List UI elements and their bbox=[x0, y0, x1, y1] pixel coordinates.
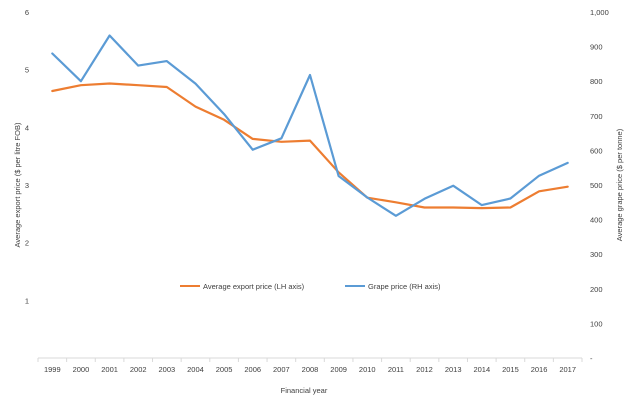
left-tick-label: 1 bbox=[25, 296, 29, 305]
x-tick-label: 1999 bbox=[44, 365, 61, 374]
x-tick-label: 2003 bbox=[158, 365, 175, 374]
x-axis-ticks: 1999 2000 2001 2002 2003 2004 2005 2006 2007 2008… bbox=[37, 358, 583, 374]
x-axis-title: Financial year bbox=[281, 386, 328, 395]
x-tick-label: 2009 bbox=[330, 365, 347, 374]
x-tick-label: 2016 bbox=[531, 365, 548, 374]
x-tick-label: 2004 bbox=[187, 365, 204, 374]
right-tick-label: 700 bbox=[590, 112, 603, 121]
x-tick-label: 2007 bbox=[273, 365, 290, 374]
x-tick-label: 2015 bbox=[502, 365, 519, 374]
right-tick-label: 1,000 bbox=[590, 8, 609, 17]
right-tick-label: 800 bbox=[590, 77, 603, 86]
x-tick-label: 2013 bbox=[445, 365, 462, 374]
right-tick-label: - bbox=[590, 354, 593, 363]
left-tick-label: 4 bbox=[25, 123, 29, 132]
x-tick-label: 2006 bbox=[244, 365, 261, 374]
x-tick-label: 2017 bbox=[559, 365, 576, 374]
x-tick-label: 2005 bbox=[216, 365, 233, 374]
right-axis-title: Average grape price ($ per tonne) bbox=[615, 128, 624, 241]
left-axis-ticks: 1 2 3 4 5 6 bbox=[25, 8, 29, 305]
legend-label-export-price: Average export price (LH axis) bbox=[203, 282, 305, 291]
right-tick-label: 600 bbox=[590, 146, 603, 155]
left-tick-label: 3 bbox=[25, 181, 29, 190]
series-line-export-price bbox=[51, 82, 569, 210]
x-tick-label: 2001 bbox=[101, 365, 118, 374]
x-tick-label: 2014 bbox=[473, 365, 490, 374]
left-tick-label: 6 bbox=[25, 8, 29, 17]
legend: Average export price (LH axis) Grape pri… bbox=[180, 282, 441, 291]
series-layer bbox=[51, 34, 569, 217]
x-tick-label: 2008 bbox=[302, 365, 319, 374]
x-tick-label: 2011 bbox=[388, 365, 404, 374]
x-tick-label: 2010 bbox=[359, 365, 376, 374]
right-tick-label: 100 bbox=[590, 319, 603, 328]
left-axis-title: Average export price ($ per litre FOB) bbox=[13, 122, 22, 247]
left-tick-label: 2 bbox=[25, 239, 29, 248]
right-tick-label: 500 bbox=[590, 181, 603, 190]
right-axis-ticks: - 100 200 300 400 500 600 700 800 900 1,000 bbox=[590, 8, 609, 363]
right-tick-label: 200 bbox=[590, 285, 603, 294]
left-tick-label: 5 bbox=[25, 66, 29, 75]
legend-label-grape-price: Grape price (RH axis) bbox=[368, 282, 441, 291]
x-tick-label: 2012 bbox=[416, 365, 433, 374]
x-tick-label: 2000 bbox=[73, 365, 90, 374]
right-tick-label: 400 bbox=[590, 216, 603, 225]
right-tick-label: 900 bbox=[590, 43, 603, 52]
series-line-grape-price bbox=[51, 34, 569, 217]
x-tick-label: 2002 bbox=[130, 365, 147, 374]
right-tick-label: 300 bbox=[590, 250, 603, 259]
